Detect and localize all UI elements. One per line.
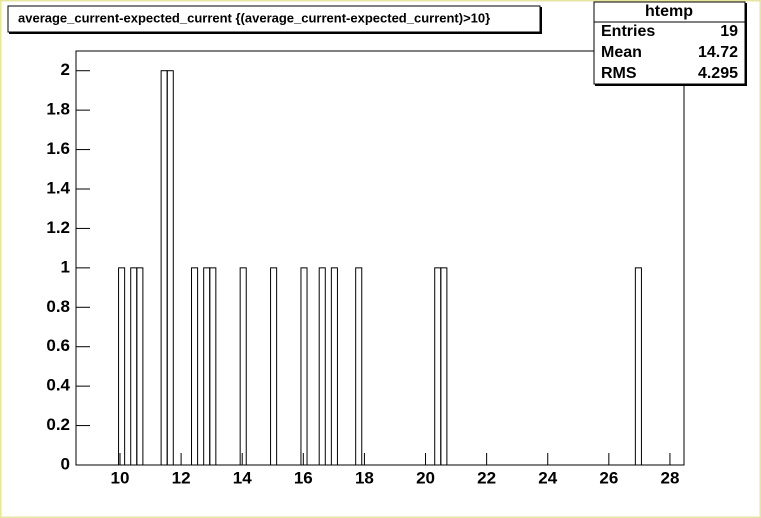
plot-frame [75,50,685,466]
y-tick-label: 1.4 [46,178,70,197]
bar [239,267,247,466]
x-tick-label: 18 [355,468,374,487]
y-tick-label: 1.2 [46,218,70,237]
x-tick-label: 16 [294,468,313,487]
stats-frame [593,1,746,85]
bar [318,267,326,466]
stats-label: Entries [601,23,655,40]
y-tick-label: 0.6 [46,336,70,355]
y-tick-label: 2 [61,60,70,79]
x-tick-label: 26 [599,468,618,487]
y-tick-label: 0.2 [46,415,70,434]
y-tick-label: 1 [61,257,70,276]
bar [118,267,126,466]
bar [166,70,174,466]
x-tick-label: 28 [660,468,679,487]
x-tick-label: 14 [233,468,252,487]
stats-shadow [595,84,747,86]
bar [136,267,144,466]
title-shadow [9,32,542,34]
y-tick-label: 1.8 [46,100,70,119]
stats-value: 19 [720,23,738,40]
stats-title: htemp [645,3,693,20]
y-tick-label: 0.4 [46,376,70,395]
stats-value: 4.295 [698,65,738,82]
bar [270,267,278,466]
bar [300,267,308,466]
bar [209,267,217,466]
bar [191,267,199,466]
x-tick-label: 22 [477,468,496,487]
bar [634,267,642,466]
x-tick-label: 12 [172,468,191,487]
stats-box: htemp Entries 19 Mean 14.72 RMS 4.295 [593,1,747,86]
x-tick-label: 24 [538,468,557,487]
stats-shadow [745,3,747,86]
x-tick-label: 20 [416,468,435,487]
bar [330,267,338,466]
bar [355,267,363,466]
y-tick-label: 1.6 [46,139,70,158]
chart-title: average_current-expected_current {(avera… [18,10,490,25]
stats-label: RMS [601,65,637,82]
y-tick-label: 0.8 [46,297,70,316]
stats-label: Mean [601,44,642,61]
stats-value: 14.72 [698,44,738,61]
x-tick-label: 10 [111,468,130,487]
title-box [7,5,541,33]
title-shadow [540,7,542,33]
y-tick-label: 0 [61,454,70,473]
bar [440,267,448,466]
